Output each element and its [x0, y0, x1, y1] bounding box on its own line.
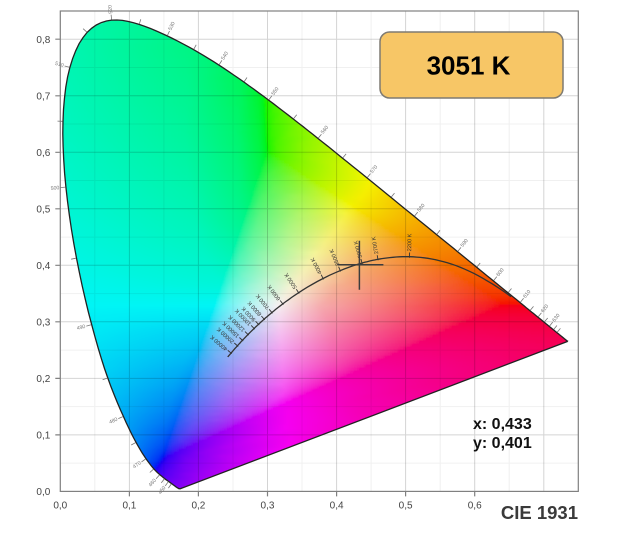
- svg-text:480: 480: [108, 417, 118, 426]
- svg-text:570: 570: [369, 164, 379, 175]
- svg-text:0,3: 0,3: [36, 317, 50, 328]
- svg-text:2700 K: 2700 K: [371, 236, 380, 255]
- svg-text:500: 500: [51, 185, 60, 192]
- svg-text:530: 530: [168, 21, 177, 31]
- svg-text:0,1: 0,1: [122, 500, 136, 511]
- svg-text:0,6: 0,6: [468, 500, 482, 511]
- svg-text:0,7: 0,7: [36, 91, 50, 102]
- svg-text:470: 470: [132, 460, 143, 470]
- svg-text:0,4: 0,4: [330, 500, 344, 511]
- svg-text:0,5: 0,5: [399, 500, 413, 511]
- svg-text:0,6: 0,6: [36, 148, 50, 159]
- svg-text:540: 540: [220, 51, 230, 62]
- svg-text:x: 0,433: x: 0,433: [473, 416, 532, 433]
- svg-text:490: 490: [76, 324, 86, 332]
- svg-text:CIE 1931: CIE 1931: [501, 502, 578, 523]
- svg-text:0,4: 0,4: [36, 261, 50, 272]
- svg-text:460: 460: [148, 478, 158, 489]
- svg-text:630: 630: [551, 313, 561, 324]
- svg-text:y: 0,401: y: 0,401: [473, 435, 532, 452]
- svg-text:0,8: 0,8: [36, 35, 50, 46]
- svg-text:590: 590: [460, 238, 470, 249]
- svg-text:0,1: 0,1: [36, 431, 50, 442]
- svg-text:0,3: 0,3: [261, 500, 275, 511]
- svg-text:550: 550: [271, 86, 281, 97]
- svg-text:0,5: 0,5: [36, 204, 50, 215]
- svg-text:620: 620: [540, 304, 550, 315]
- svg-text:2200 K: 2200 K: [407, 233, 413, 251]
- svg-text:610: 610: [522, 289, 532, 300]
- svg-text:0,2: 0,2: [191, 500, 205, 511]
- svg-text:580: 580: [416, 203, 426, 214]
- svg-text:0,2: 0,2: [36, 374, 50, 385]
- svg-text:560: 560: [320, 125, 330, 136]
- svg-text:3000 K: 3000 K: [353, 240, 364, 259]
- svg-text:3051 K: 3051 K: [427, 51, 511, 81]
- svg-text:0,0: 0,0: [36, 487, 50, 498]
- svg-text:450: 450: [157, 485, 167, 496]
- svg-text:510: 510: [54, 61, 64, 69]
- svg-text:520: 520: [107, 5, 114, 14]
- svg-text:0,0: 0,0: [53, 500, 67, 511]
- svg-text:600: 600: [495, 267, 505, 278]
